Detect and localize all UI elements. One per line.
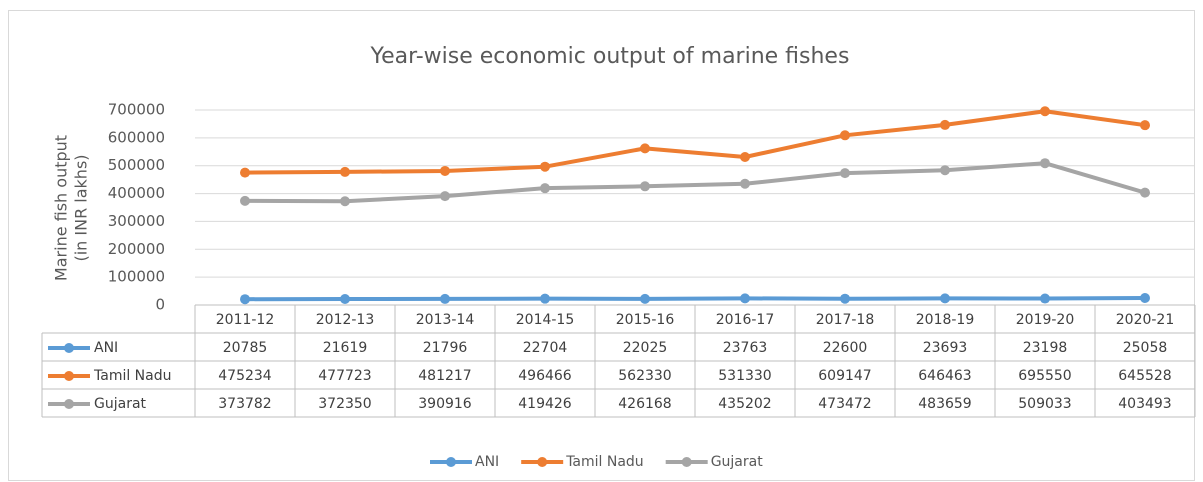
y-tick-label: 600000 (108, 128, 165, 146)
y-tick-label: 700000 (108, 101, 165, 119)
table-value: 496466 (518, 368, 572, 384)
legend-key (64, 343, 74, 353)
chart-border (8, 10, 1195, 481)
x-tick-label: 2011-12 (216, 312, 275, 328)
table-value: 22600 (823, 340, 868, 356)
point (1140, 293, 1150, 304)
table-value: 373782 (218, 396, 271, 412)
table-value: 25058 (1123, 340, 1168, 356)
point (340, 166, 350, 177)
y-axis-label: (in INR lakhs) (72, 154, 91, 261)
table-value: 390916 (418, 396, 472, 412)
x-tick-label: 2012-13 (316, 312, 375, 328)
legend-label: ANI (475, 454, 499, 470)
point (440, 165, 450, 176)
point (440, 293, 450, 304)
table-value: 23198 (1023, 340, 1068, 356)
legend-key (537, 457, 548, 467)
point (340, 196, 350, 207)
legend-key (64, 371, 74, 381)
point (1140, 187, 1150, 198)
point (1140, 120, 1150, 131)
legend-label: Tamil Nadu (93, 368, 172, 384)
table-value: 473472 (818, 396, 871, 412)
y-axis-label: Marine fish output (52, 135, 71, 281)
table-value: 483659 (918, 396, 971, 412)
point (640, 293, 650, 304)
table-value: 475234 (218, 368, 272, 384)
x-tick-label: 2015-16 (616, 312, 675, 328)
x-tick-label: 2018-19 (916, 312, 975, 328)
point (940, 293, 950, 304)
series-line (244, 109, 1146, 175)
point (1040, 293, 1050, 304)
table-value: 426168 (618, 396, 671, 412)
table-value: 21619 (323, 340, 368, 356)
point (240, 294, 250, 305)
x-tick-label: 2019-20 (1016, 312, 1075, 328)
legend-label: Tamil Nadu (565, 454, 644, 470)
y-tick-label: 400000 (108, 184, 165, 202)
point (240, 195, 250, 206)
legend-key (681, 457, 692, 467)
point (640, 181, 650, 192)
point (540, 293, 550, 304)
series-line (244, 161, 1146, 204)
table-value: 372350 (318, 396, 371, 412)
point (640, 143, 650, 154)
table-value: 21796 (423, 340, 468, 356)
y-tick-label: 200000 (108, 240, 165, 258)
point (340, 293, 350, 304)
table-value: 435202 (718, 396, 771, 412)
legend-key (446, 457, 456, 467)
point (840, 168, 850, 179)
y-tick-label: 100000 (108, 268, 165, 286)
point (1040, 158, 1050, 169)
point (840, 293, 850, 304)
point (940, 165, 950, 176)
table-value: 20785 (223, 340, 268, 356)
x-tick-label: 2013-14 (416, 312, 475, 328)
table-value: 645528 (1118, 368, 1171, 384)
legend-label: ANI (94, 340, 118, 356)
point (540, 183, 550, 194)
table-value: 481217 (418, 368, 471, 384)
point (940, 119, 950, 130)
point (440, 191, 450, 202)
table-value: 419426 (518, 396, 572, 412)
legend-label: Gujarat (711, 454, 764, 470)
point (840, 130, 850, 141)
x-tick-label: 2014-15 (516, 312, 575, 328)
table-value: 531330 (718, 368, 771, 384)
x-tick-label: 2017-18 (816, 312, 875, 328)
point (540, 161, 550, 172)
table-value: 23763 (723, 340, 768, 356)
table-value: 403493 (1118, 396, 1171, 412)
legend-key (64, 399, 74, 409)
legend-label: Gujarat (94, 396, 147, 412)
table-value: 646463 (918, 368, 971, 384)
x-tick-label: 2016-17 (716, 312, 775, 328)
point (740, 293, 750, 304)
x-tick-label: 2020-21 (1116, 312, 1175, 328)
series-line (244, 296, 1146, 302)
table-value: 695550 (1018, 368, 1071, 384)
point (240, 167, 250, 178)
chart-title: Year-wise economic output of marine fish… (370, 44, 850, 69)
table-value: 22025 (623, 340, 668, 356)
table-value: 562330 (618, 368, 671, 384)
y-tick-label: 300000 (108, 212, 165, 230)
point (740, 151, 750, 162)
table-value: 22704 (523, 340, 568, 356)
table-value: 23693 (923, 340, 968, 356)
y-tick-label: 500000 (108, 156, 165, 174)
point (1040, 106, 1050, 117)
table-value: 477723 (318, 368, 371, 384)
table-value: 609147 (818, 368, 871, 384)
y-tick-label: 0 (155, 296, 165, 314)
point (740, 178, 750, 189)
table-value: 509033 (1018, 396, 1071, 412)
